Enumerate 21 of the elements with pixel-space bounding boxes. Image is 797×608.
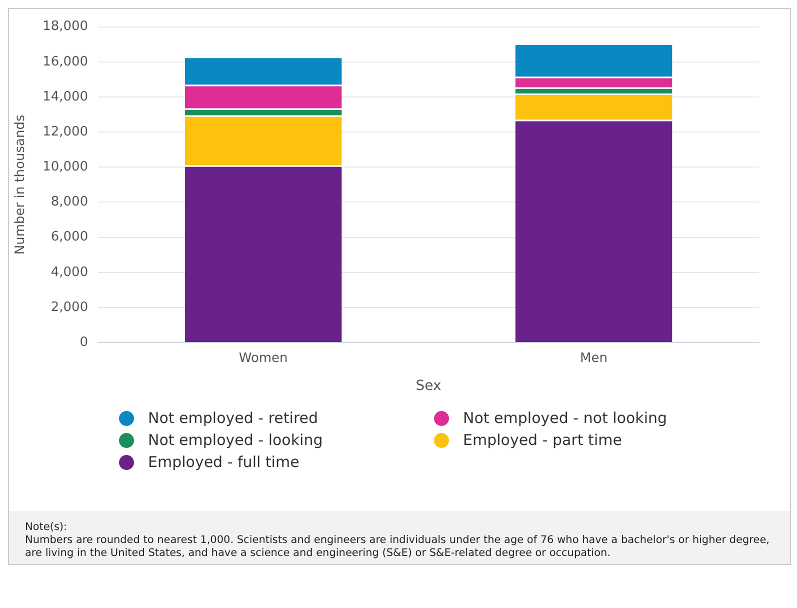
x-tick-label: Men [580, 350, 608, 366]
x-tick-label: Women [238, 350, 288, 366]
y-tick-label: 18,000 [42, 19, 88, 34]
y-axis-title: Number in thousands [13, 114, 28, 255]
y-tick-label: 16,000 [42, 54, 88, 70]
text: Note(s): [25, 521, 68, 534]
legend-label: Employed - part time [463, 431, 622, 449]
legend-label: Not employed - looking [148, 431, 323, 449]
legend-label: Not employed - not looking [463, 409, 668, 427]
y-tick-label: 12,000 [42, 124, 88, 140]
y-tick-label: 8,000 [50, 194, 88, 210]
y-tick-label: 4,000 [50, 264, 88, 280]
y-tick-label: 0 [80, 334, 88, 350]
x-axis-title: Sex [416, 378, 442, 394]
legend-label: Employed - full time [148, 453, 300, 471]
y-tick-label: 10,000 [42, 160, 88, 175]
text: Numbers are rounded to nearest 1,000. Scientists and engineers are individuals under the age of 76 who have a bachelor's or higher degree, are living in the United States, and have a science and engineering (S&E) or S&E-related degree or occupation. [25, 534, 771, 560]
y-tick-label: 6,000 [50, 230, 88, 245]
y-tick-label: 2,000 [50, 300, 88, 315]
y-tick-label: 14,000 [42, 89, 88, 104]
legend-label: Not employed - retired [148, 409, 318, 427]
